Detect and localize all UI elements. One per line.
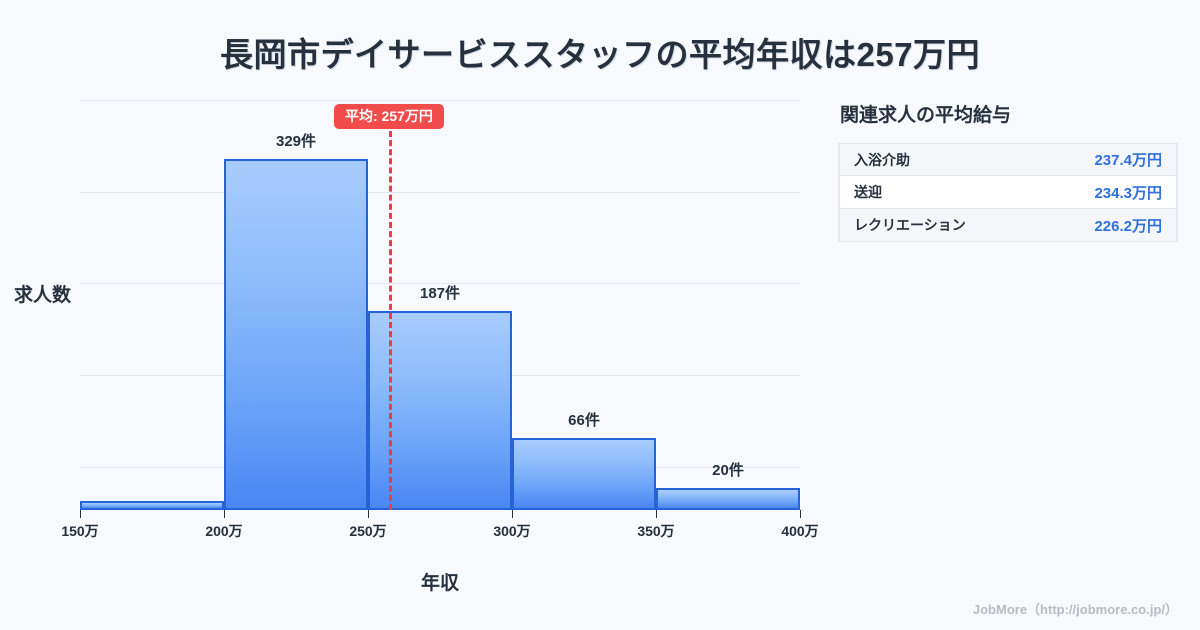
x-tick [656,510,657,518]
table-row[interactable]: 送迎 234.3万円 [840,176,1176,209]
x-tick [224,510,225,518]
footer-watermark: JobMore（http://jobmore.co.jp/） [972,602,1178,617]
x-axis-title: 年収 [420,573,459,594]
salary-row-value: 234.3万円 [1094,184,1162,202]
average-line [389,131,392,510]
x-tick [368,510,369,518]
bar-150-200[interactable] [80,501,224,510]
gridline [80,192,800,193]
bar-label-200-250: 329件 [275,133,317,150]
bar-label-250-300: 187件 [419,285,461,302]
bar-label-350-400: 20件 [712,462,744,479]
table-row[interactable]: レクリエーション 226.2万円 [840,209,1176,242]
x-tick [80,510,81,518]
side-panel-title: 関連求人の平均給与 [840,105,1012,126]
x-tick-label-250: 250万 [349,523,387,539]
bar-300-350[interactable] [512,438,656,510]
x-tick [512,510,513,518]
salary-table: 入浴介助 237.4万円 送迎 234.3万円 レクリエーション 226.2万円 [838,143,1178,242]
x-tick-label-350: 350万 [637,523,675,539]
page-title: 長岡市デイサービススタッフの平均年収は257万円 [219,36,981,73]
average-badge: 平均: 257万円 [334,104,444,129]
salary-row-name: レクリエーション [854,217,966,233]
salary-row-name: 送迎 [854,184,882,200]
salary-row-value: 237.4万円 [1094,152,1162,169]
x-tick-label-400: 400万 [781,523,819,539]
y-axis-title: 求人数 [14,285,72,306]
x-tick-label-300: 300万 [493,523,531,539]
bar-label-300-350: 66件 [568,412,600,429]
table-row[interactable]: 入浴介助 237.4万円 [840,143,1176,176]
bar-350-400[interactable] [656,488,800,510]
gridline [80,283,800,284]
bar-200-250[interactable] [224,159,368,510]
salary-row-name: 入浴介助 [854,151,910,168]
x-tick-label-200: 200万 [205,523,243,539]
related-salary-panel: 関連求人の平均給与 入浴介助 237.4万円 送迎 234.3万円 レクリエーシ… [838,100,1178,242]
x-tick-label-150: 150万 [61,523,99,539]
x-tick [800,510,801,518]
salary-row-value: 226.2万円 [1094,217,1162,235]
plot-area: 329件 187件 66件 20件 [80,100,802,510]
gridline [80,100,800,101]
bar-250-300[interactable] [368,311,512,510]
